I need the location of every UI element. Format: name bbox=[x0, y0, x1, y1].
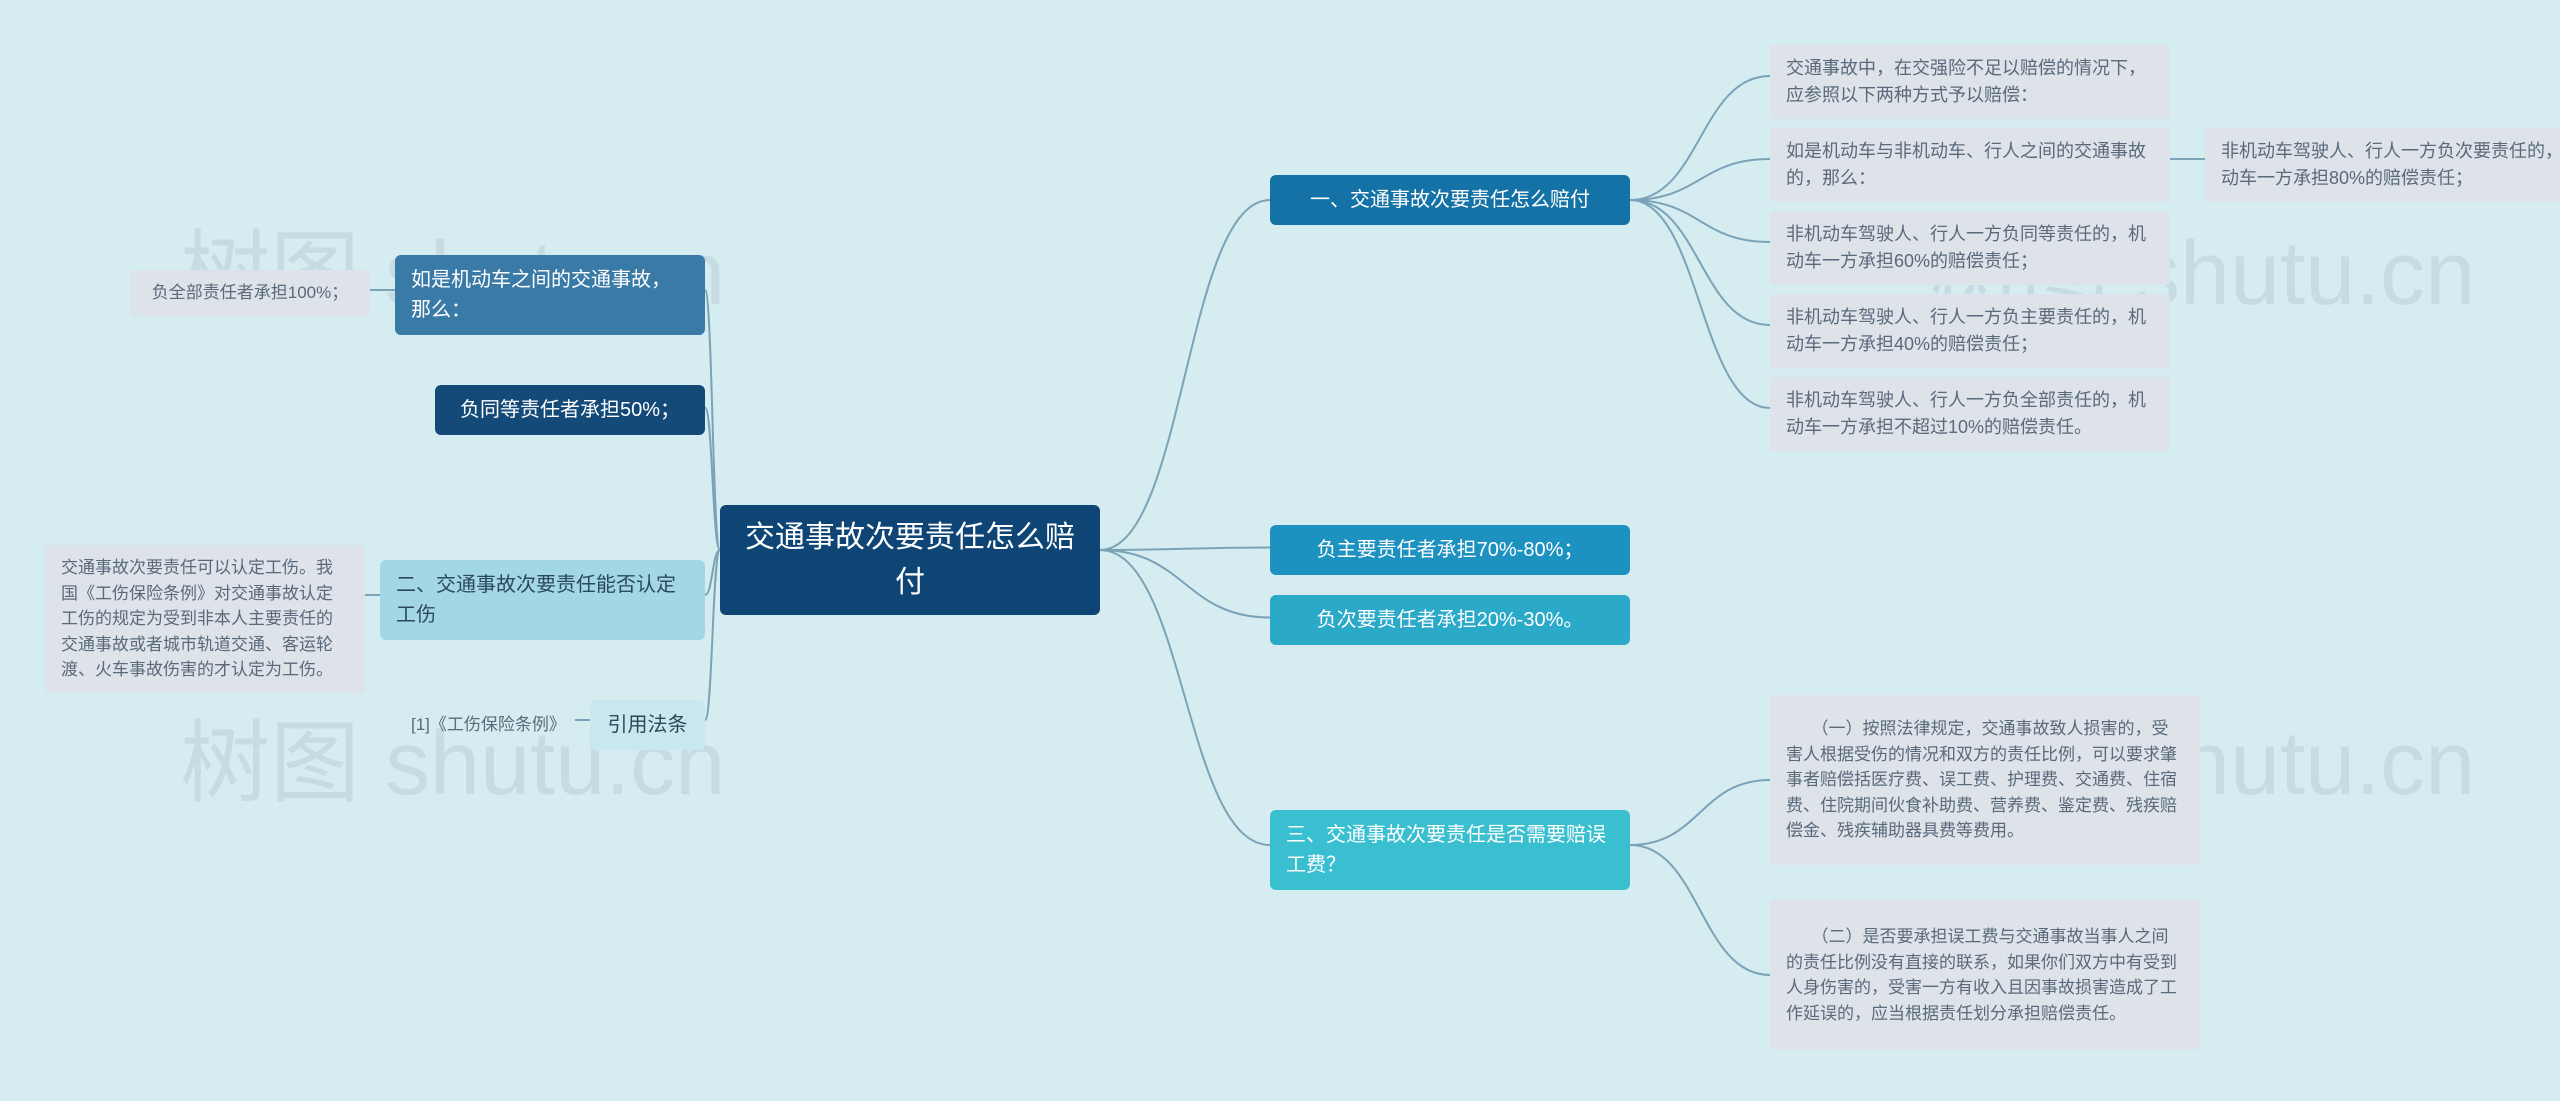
mindmap-node[interactable]: 负主要责任者承担70%-80%； bbox=[1270, 525, 1630, 575]
mindmap-node[interactable]: （二）是否要承担误工费与交通事故当事人之间的责任比例没有直接的联系，如果你们双方… bbox=[1770, 900, 2200, 1050]
mindmap-node[interactable]: 负同等责任者承担50%； bbox=[435, 385, 705, 435]
mindmap-node[interactable]: （一）按照法律规定，交通事故致人损害的，受害人根据受伤的情况和双方的责任比例，可… bbox=[1770, 695, 2200, 865]
mindmap-node[interactable]: 非机动车驾驶人、行人一方负次要责任的，机动车一方承担80%的赔偿责任； bbox=[2205, 128, 2560, 202]
mindmap-node[interactable]: 二、交通事故次要责任能否认定工伤 bbox=[380, 560, 705, 640]
mindmap-node[interactable]: 交通事故次要责任怎么赔付 bbox=[720, 505, 1100, 615]
mindmap-node[interactable]: 非机动车驾驶人、行人一方负同等责任的，机动车一方承担60%的赔偿责任； bbox=[1770, 211, 2170, 285]
mindmap-node[interactable]: 非机动车驾驶人、行人一方负全部责任的，机动车一方承担不超过10%的赔偿责任。 bbox=[1770, 377, 2170, 451]
mindmap-node[interactable]: 负全部责任者承担100%； bbox=[130, 270, 370, 316]
mindmap-node[interactable]: 非机动车驾驶人、行人一方负主要责任的，机动车一方承担40%的赔偿责任； bbox=[1770, 294, 2170, 368]
mindmap-node[interactable]: 如是机动车与非机动车、行人之间的交通事故的，那么： bbox=[1770, 128, 2170, 202]
mindmap-node[interactable]: 如是机动车之间的交通事故，那么： bbox=[395, 255, 705, 335]
mindmap-node[interactable]: 一、交通事故次要责任怎么赔付 bbox=[1270, 175, 1630, 225]
mindmap-node[interactable]: [1]《工伤保险条例》 bbox=[395, 702, 575, 748]
mindmap-node[interactable]: 交通事故次要责任可以认定工伤。我国《工伤保险条例》对交通事故认定工伤的规定为受到… bbox=[45, 545, 365, 693]
mindmap-node[interactable]: 交通事故中，在交强险不足以赔偿的情况下，应参照以下两种方式予以赔偿： bbox=[1770, 45, 2170, 119]
mindmap-node[interactable]: 负次要责任者承担20%-30%。 bbox=[1270, 595, 1630, 645]
mindmap-node[interactable]: 引用法条 bbox=[590, 700, 705, 750]
mindmap-node[interactable]: 三、交通事故次要责任是否需要赔误工费？ bbox=[1270, 810, 1630, 890]
